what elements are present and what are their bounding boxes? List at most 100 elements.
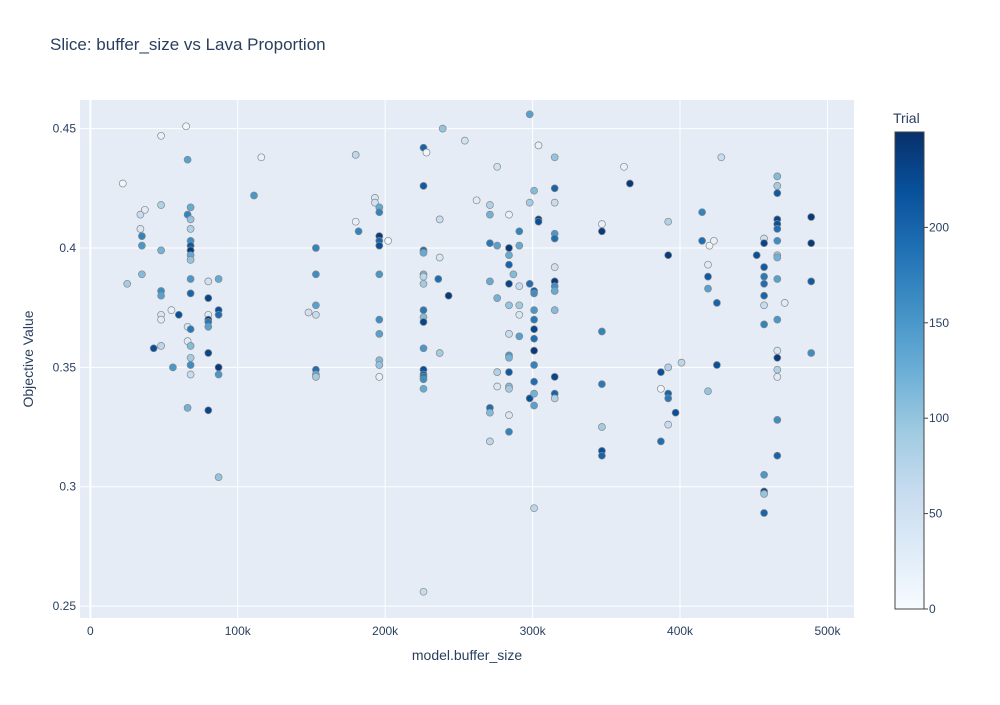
- data-point: [677, 358, 686, 367]
- data-point: [138, 270, 146, 279]
- data-point: [760, 490, 768, 498]
- data-point: [186, 203, 195, 212]
- data-point: [304, 308, 313, 317]
- data-point: [530, 334, 538, 343]
- data-point: [250, 191, 258, 200]
- data-point: [657, 437, 665, 446]
- data-point: [550, 234, 559, 243]
- y-tick-label: 0.4: [59, 241, 76, 255]
- data-point: [174, 310, 183, 319]
- y-tick-label: 0.3: [59, 480, 76, 494]
- data-point: [598, 327, 606, 336]
- data-point: [375, 241, 384, 250]
- y-tick-label: 0.25: [53, 599, 77, 613]
- data-point: [664, 217, 673, 226]
- data-point: [598, 380, 606, 388]
- data-point: [472, 196, 481, 205]
- data-point: [657, 384, 665, 393]
- data-point: [698, 208, 706, 217]
- tick-labels: 0 100k 200k 300k 400k 500k 0.25 0.3 0.35 0.4 0.45: [53, 122, 842, 638]
- data-point: [157, 291, 165, 300]
- data-point: [550, 394, 559, 403]
- data-point: [773, 236, 782, 245]
- data-point: [186, 370, 195, 379]
- data-point: [807, 277, 816, 286]
- data-point: [760, 470, 768, 479]
- data-point: [312, 270, 320, 279]
- data-point: [493, 382, 502, 391]
- data-point: [773, 275, 782, 283]
- data-point: [123, 279, 132, 288]
- data-point: [157, 315, 165, 324]
- data-point: [760, 279, 768, 288]
- data-point: [486, 437, 494, 446]
- data-point: [419, 318, 428, 326]
- data-point: [530, 325, 538, 334]
- data-point: [598, 220, 606, 228]
- data-point: [505, 279, 513, 288]
- data-point: [550, 306, 559, 314]
- data-point: [780, 299, 789, 307]
- data-point: [419, 272, 428, 281]
- data-point: [493, 241, 502, 250]
- data-point: [141, 205, 149, 214]
- data-point: [705, 241, 714, 250]
- data-point: [204, 349, 213, 357]
- data-point: [136, 210, 145, 219]
- data-point: [807, 239, 816, 248]
- data-point: [760, 509, 768, 517]
- data-point: [525, 279, 534, 288]
- data-point: [534, 217, 543, 226]
- data-point: [530, 306, 538, 314]
- data-point: [773, 346, 782, 355]
- data-point: [138, 232, 146, 240]
- data-point: [598, 451, 606, 460]
- data-point: [493, 162, 502, 171]
- data-point: [515, 301, 524, 310]
- data-point: [550, 373, 559, 381]
- data-point: [375, 361, 384, 369]
- data-point: [530, 504, 538, 513]
- data-point: [530, 389, 538, 398]
- data-point: [713, 361, 721, 369]
- data-point: [773, 365, 782, 374]
- data-point: [186, 275, 195, 283]
- data-point: [515, 310, 524, 319]
- data-point: [530, 315, 538, 324]
- data-point: [525, 110, 534, 119]
- data-point: [773, 172, 782, 181]
- y-tick-label: 0.45: [53, 122, 77, 136]
- data-point: [505, 384, 513, 393]
- data-point: [657, 368, 665, 376]
- data-point: [760, 263, 768, 271]
- data-point: [434, 275, 443, 283]
- data-point: [550, 263, 559, 271]
- data-point: [530, 346, 538, 355]
- data-point: [375, 315, 384, 324]
- data-point: [773, 353, 782, 362]
- data-point: [704, 272, 712, 281]
- data-point: [525, 394, 534, 403]
- data-point: [773, 451, 782, 460]
- data-point: [371, 198, 379, 207]
- data-point: [186, 342, 195, 350]
- data-point: [505, 330, 513, 338]
- data-point: [419, 384, 428, 393]
- x-tick-label: 500k: [814, 624, 841, 638]
- data-point: [505, 411, 513, 419]
- data-point: [598, 227, 606, 236]
- colorbar: [894, 131, 925, 610]
- data-point: [157, 201, 165, 209]
- data-point: [214, 370, 223, 379]
- data-point: [550, 198, 559, 207]
- data-point: [760, 301, 768, 310]
- data-point: [419, 182, 428, 190]
- colorbar-tick-label: 0: [929, 602, 936, 616]
- data-point: [713, 299, 721, 307]
- colorbar-tick-label: 200: [929, 220, 949, 234]
- data-point: [182, 122, 190, 131]
- data-point: [312, 373, 320, 381]
- data-point: [493, 368, 502, 376]
